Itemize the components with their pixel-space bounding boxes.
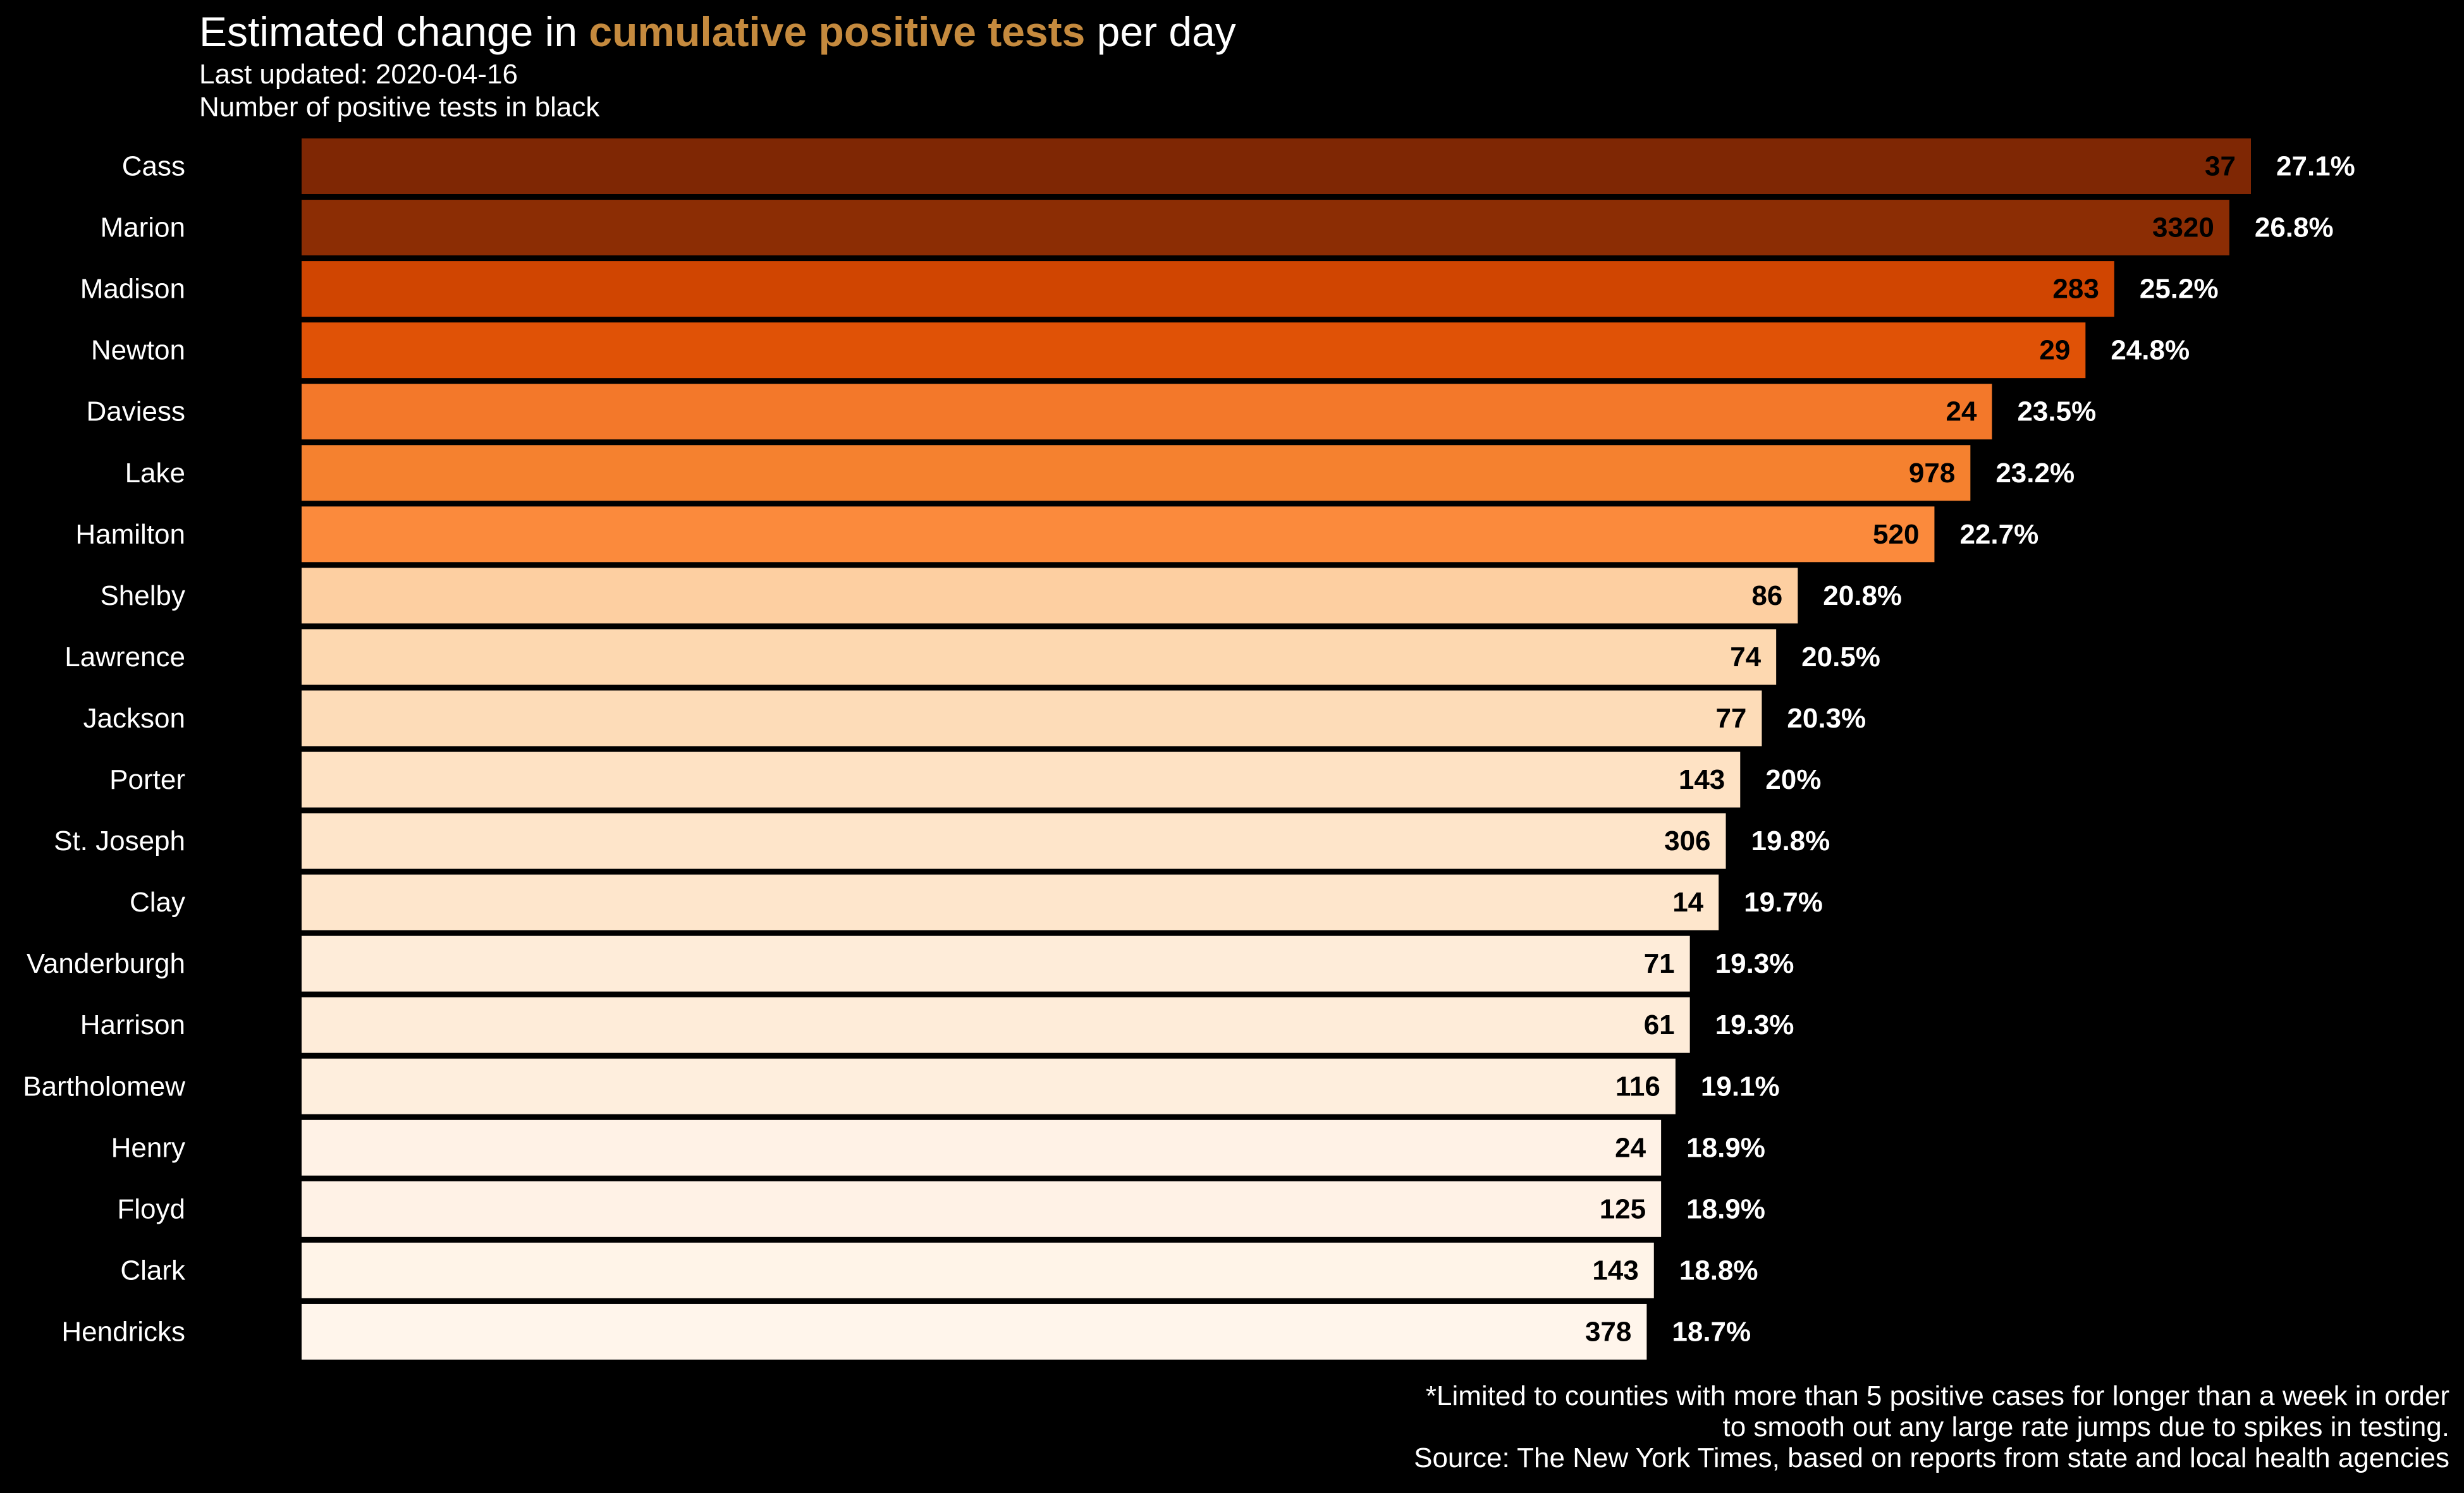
category-label: Vanderburgh (27, 948, 185, 979)
title-block: Estimated change in cumulative positive … (199, 5, 1236, 124)
category-label: Newton (91, 335, 185, 366)
category-label: Jackson (83, 703, 185, 734)
percent-change-label: 25.2% (2140, 274, 2219, 305)
positive-tests-label: 24 (1946, 396, 1977, 427)
footer-block: *Limited to counties with more than 5 po… (1414, 1380, 2449, 1473)
positive-tests-label: 37 (2205, 151, 2236, 182)
category-label: Cass (122, 151, 185, 182)
positive-tests-label: 143 (1592, 1255, 1638, 1286)
percent-change-label: 19.7% (1744, 887, 1823, 918)
percent-change-label: 23.2% (1995, 458, 2075, 489)
percent-change-label: 22.7% (1959, 519, 2038, 550)
percent-change-label: 24.8% (2111, 335, 2190, 366)
percent-change-label: 18.8% (1679, 1255, 1758, 1286)
bar-porter (302, 752, 1741, 808)
percent-change-label: 19.1% (1701, 1071, 1780, 1102)
category-label: Lake (125, 458, 185, 489)
percent-change-label: 18.7% (1672, 1316, 1751, 1347)
category-label: Daviess (87, 396, 186, 427)
positive-tests-label: 978 (1909, 458, 1955, 489)
percent-change-label: 23.5% (2017, 396, 2096, 427)
category-label: Floyd (117, 1193, 185, 1224)
bar-jackson (302, 690, 1762, 746)
positive-tests-label: 24 (1615, 1132, 1646, 1163)
positive-tests-label: 29 (2039, 335, 2070, 366)
footer-source: Source: The New York Times, based on rep… (1414, 1442, 2449, 1473)
bar-clark (302, 1242, 1654, 1298)
category-label: Hamilton (75, 519, 185, 550)
bar-cass (302, 138, 2251, 194)
category-label: Clark (120, 1255, 186, 1286)
positive-tests-label: 3320 (2152, 212, 2214, 243)
positive-tests-label: 77 (1715, 703, 1746, 734)
chart-title: Estimated change in cumulative positive … (199, 5, 1236, 58)
subtitle-note: Number of positive tests in black (199, 92, 600, 123)
category-label: Henry (111, 1132, 185, 1163)
positive-tests-label: 306 (1664, 826, 1710, 856)
positive-tests-label: 74 (1730, 642, 1761, 673)
percent-change-label: 18.9% (1686, 1193, 1765, 1224)
bar-lawrence (302, 629, 1777, 685)
positive-tests-label: 86 (1751, 580, 1782, 611)
category-label: Harrison (80, 1009, 185, 1040)
positive-tests-label: 378 (1585, 1316, 1631, 1347)
category-label: Bartholomew (23, 1071, 185, 1102)
footer-note-line-1: *Limited to counties with more than 5 po… (1425, 1380, 2449, 1411)
positive-tests-label: 71 (1644, 948, 1675, 979)
positive-tests-label: 125 (1600, 1193, 1646, 1224)
category-label: St. Joseph (54, 826, 185, 856)
bar-henry (302, 1119, 1662, 1176)
bar-harrison (302, 997, 1690, 1053)
percent-change-label: 20.3% (1787, 703, 1866, 734)
positive-tests-label: 61 (1644, 1009, 1675, 1040)
percent-change-label: 26.8% (2255, 212, 2334, 243)
percent-change-label: 20.8% (1823, 580, 1902, 611)
subtitle-updated: Last updated: 2020-04-16 (199, 59, 518, 90)
positive-tests-label: 283 (2052, 274, 2099, 305)
category-label: Marion (101, 212, 186, 243)
bar-newton (302, 322, 2086, 379)
category-label: Lawrence (64, 642, 185, 673)
percent-change-label: 20% (1765, 764, 1821, 795)
bar-hendricks (302, 1303, 1647, 1360)
bar-st-joseph (302, 813, 1726, 869)
bar-lake (302, 445, 1971, 501)
category-label: Shelby (100, 580, 185, 611)
bar-floyd (302, 1181, 1662, 1237)
bar-daviess (302, 384, 1992, 440)
footer-note-line-2: to smooth out any large rate jumps due t… (1722, 1411, 2449, 1442)
category-label: Madison (80, 274, 185, 305)
category-label: Clay (130, 887, 185, 918)
percent-change-label: 19.3% (1715, 948, 1794, 979)
title-highlight: cumulative positive tests (589, 8, 1086, 55)
percent-change-label: 19.3% (1715, 1009, 1794, 1040)
percent-change-label: 27.1% (2276, 151, 2355, 182)
percent-change-label: 19.8% (1751, 826, 1830, 856)
category-label: Porter (109, 764, 185, 795)
percent-change-label: 20.5% (1801, 642, 1880, 673)
bar-marion (302, 200, 2229, 256)
positive-tests-label: 143 (1679, 764, 1725, 795)
bar-clay (302, 874, 1719, 930)
percent-change-label: 18.9% (1686, 1132, 1765, 1163)
bar-hamilton (302, 506, 1935, 563)
positive-tests-label: 14 (1672, 887, 1703, 918)
bar-shelby (302, 568, 1798, 624)
positive-tests-label: 116 (1615, 1071, 1660, 1102)
positive-tests-label: 520 (1873, 519, 1919, 550)
title-suffix: per day (1085, 8, 1236, 55)
bar-bartholomew (302, 1058, 1676, 1114)
bar-vanderburgh (302, 935, 1690, 992)
bar-madison (302, 261, 2114, 317)
category-label: Hendricks (61, 1316, 185, 1347)
title-prefix: Estimated change in (199, 8, 589, 55)
